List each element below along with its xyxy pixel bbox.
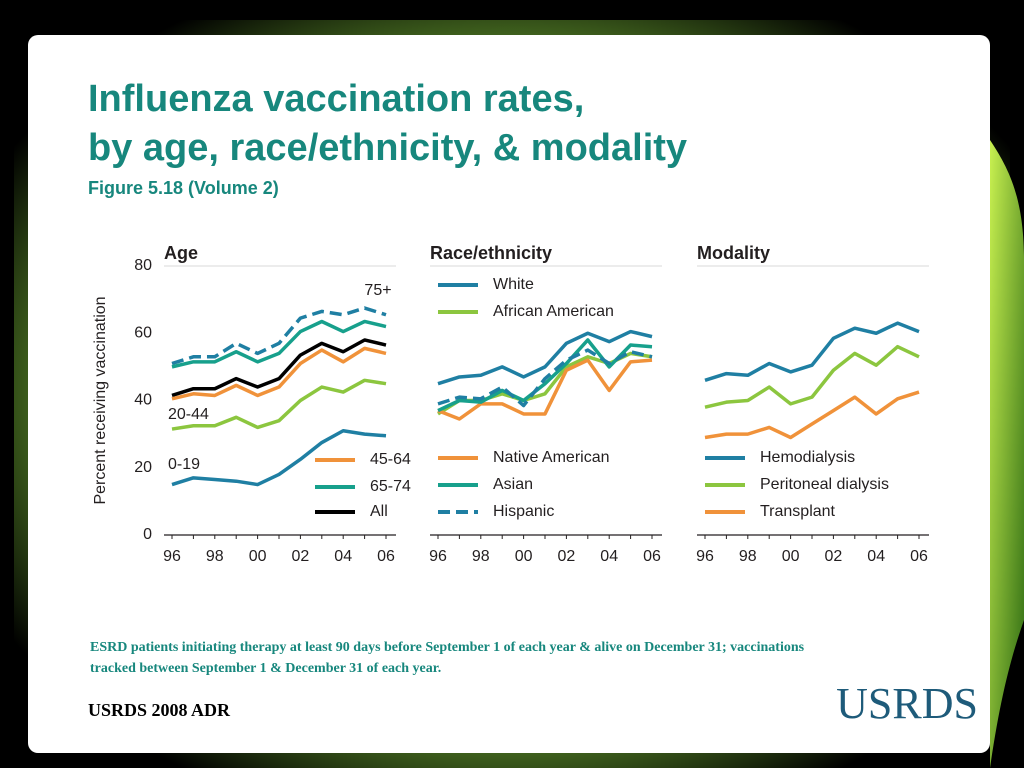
logo: USRDS: [836, 679, 978, 728]
series-line: [171, 429, 387, 487]
x-tick-label: 98: [739, 548, 757, 565]
title: Influenza vaccination rates,: [88, 78, 584, 120]
x-tick-label: 02: [292, 548, 310, 565]
series-line: [437, 329, 653, 386]
legend-label: Transplant: [760, 503, 836, 520]
legend-label: White: [493, 276, 534, 293]
legend-label: 65-74: [370, 478, 411, 495]
series-label: 75+: [364, 282, 391, 299]
x-tick-label: 96: [429, 548, 447, 565]
title: by age, race/ethnicity, & modality: [88, 127, 687, 169]
series-label: 20-44: [168, 406, 209, 423]
y-tick-label: 60: [134, 324, 152, 341]
series-line: [171, 319, 387, 369]
x-tick-label: 02: [558, 548, 576, 565]
legend-label: 45-64: [370, 451, 411, 468]
x-tick-label: 06: [643, 548, 661, 565]
panel-title: Race/ethnicity: [430, 243, 552, 263]
x-tick-label: 00: [515, 548, 533, 565]
series-line: [171, 338, 387, 398]
series-line: [171, 306, 387, 366]
x-tick-label: 06: [910, 548, 928, 565]
y-tick-label: 40: [134, 392, 152, 409]
x-tick-label: 00: [249, 548, 267, 565]
legend-label: Hemodialysis: [760, 449, 855, 466]
series-line: [704, 321, 920, 382]
series-line: [437, 348, 653, 408]
footnote: ESRD patients initiating therapy at leas…: [90, 640, 805, 655]
footer: USRDS 2008 ADR: [88, 700, 231, 720]
x-tick-label: 04: [867, 548, 885, 565]
x-tick-label: 98: [472, 548, 490, 565]
series-line: [171, 346, 387, 401]
series-line: [704, 344, 920, 409]
legend-label: Asian: [493, 476, 533, 493]
y-tick-label: 80: [134, 257, 152, 274]
series-line: [437, 358, 653, 421]
legend-label: African American: [493, 303, 614, 320]
series-label: 0-19: [168, 456, 200, 473]
legend-label: Peritoneal dialysis: [760, 476, 889, 493]
footnote: tracked between September 1 & December 3…: [90, 661, 441, 676]
x-tick-label: 00: [782, 548, 800, 565]
x-tick-label: 02: [825, 548, 843, 565]
legend-label: Hispanic: [493, 503, 554, 520]
y-tick-label: 0: [143, 526, 152, 543]
x-tick-label: 96: [163, 548, 181, 565]
x-tick-label: 04: [600, 548, 618, 565]
legend-label: All: [370, 503, 388, 520]
panel-title: Modality: [697, 243, 770, 263]
y-axis-label: Percent receiving vaccination: [92, 296, 109, 504]
subtitle: Figure 5.18 (Volume 2): [88, 178, 279, 198]
x-tick-label: 98: [206, 548, 224, 565]
leaf: [990, 140, 1024, 768]
legend-label: Native American: [493, 449, 610, 466]
series-line: [704, 390, 920, 440]
x-tick-label: 96: [696, 548, 714, 565]
panel-title: Age: [164, 243, 198, 263]
x-tick-label: 04: [334, 548, 352, 565]
y-tick-label: 20: [134, 459, 152, 476]
x-tick-label: 06: [377, 548, 395, 565]
series-line: [171, 378, 387, 431]
